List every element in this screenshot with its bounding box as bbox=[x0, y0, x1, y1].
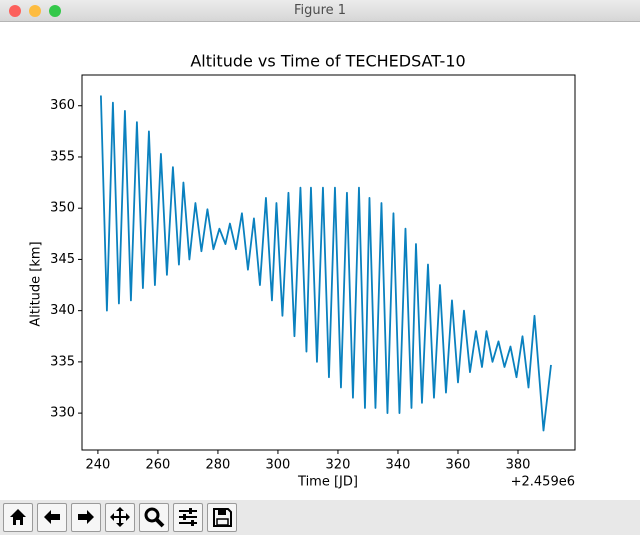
altitude-line bbox=[100, 95, 552, 432]
x-tick-label: 360 bbox=[446, 458, 471, 473]
plot-area bbox=[82, 75, 575, 450]
x-tick-label: 340 bbox=[386, 458, 411, 473]
chart-title: Altitude vs Time of TECHEDSAT-10 bbox=[190, 52, 465, 71]
x-tick-label: 320 bbox=[326, 458, 351, 473]
minimize-button[interactable] bbox=[29, 5, 41, 17]
axes-frame bbox=[81, 74, 576, 451]
zoom-rect-button[interactable] bbox=[139, 503, 169, 532]
x-offset-label: +2.459e6 bbox=[511, 475, 575, 490]
close-button[interactable] bbox=[9, 5, 21, 17]
x-tick-label: 240 bbox=[85, 458, 110, 473]
pan-button[interactable] bbox=[105, 503, 135, 532]
x-tick-label: 260 bbox=[146, 458, 171, 473]
home-button[interactable] bbox=[3, 503, 33, 532]
forward-button[interactable] bbox=[71, 503, 101, 532]
x-tick-label: 380 bbox=[506, 458, 531, 473]
x-axis-label: Time [JD] bbox=[297, 475, 358, 490]
x-tick-label: 280 bbox=[206, 458, 231, 473]
y-tick-label: 335 bbox=[50, 354, 75, 369]
y-axis-label: Altitude [km] bbox=[29, 241, 44, 326]
zoom-button[interactable] bbox=[49, 5, 61, 17]
window-title: Figure 1 bbox=[293, 3, 347, 18]
window-titlebar: Figure 1 bbox=[0, 0, 640, 22]
figure: Altitude vs Time of TECHEDSAT-10 Time [J… bbox=[29, 52, 576, 490]
x-tick-label: 300 bbox=[266, 458, 291, 473]
y-tick-label: 330 bbox=[50, 406, 75, 421]
y-tick-label: 360 bbox=[50, 98, 75, 113]
toolbar bbox=[0, 500, 640, 535]
y-tick-label: 350 bbox=[50, 201, 75, 216]
save-button[interactable] bbox=[207, 503, 237, 532]
configure-button[interactable] bbox=[173, 503, 203, 532]
back-button[interactable] bbox=[37, 503, 67, 532]
y-tick-label: 345 bbox=[50, 252, 75, 267]
y-tick-label: 355 bbox=[50, 149, 75, 164]
y-tick-label: 340 bbox=[50, 303, 75, 318]
